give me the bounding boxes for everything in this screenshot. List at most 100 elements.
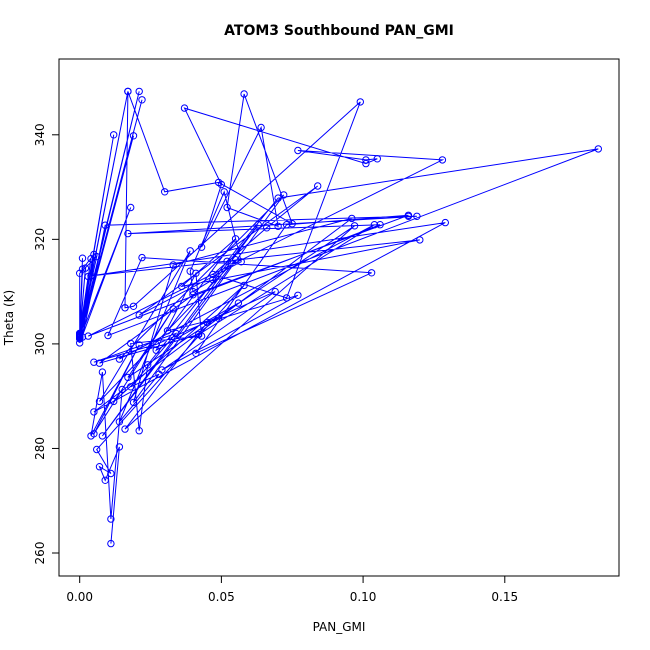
data-point bbox=[263, 224, 271, 232]
data-point bbox=[172, 329, 180, 338]
data-point bbox=[129, 302, 138, 310]
data-point bbox=[197, 243, 206, 251]
data-point bbox=[161, 188, 169, 196]
x-tick-label: 0.10 bbox=[350, 590, 377, 604]
y-tick-label: 280 bbox=[33, 437, 47, 460]
data-point bbox=[348, 214, 356, 223]
data-point bbox=[78, 254, 87, 262]
data-point bbox=[231, 235, 240, 243]
data-point bbox=[104, 331, 112, 340]
data-point bbox=[169, 305, 177, 313]
data-point bbox=[152, 340, 160, 349]
data-point bbox=[76, 333, 84, 341]
y-tick-label: 340 bbox=[33, 123, 47, 146]
data-point bbox=[107, 515, 115, 523]
data-point bbox=[362, 159, 370, 168]
data-point bbox=[78, 333, 87, 341]
data-point bbox=[282, 221, 291, 229]
data-point bbox=[98, 368, 107, 376]
data-point bbox=[76, 339, 84, 347]
data-point bbox=[223, 257, 231, 265]
chart-title: ATOM3 Southbound PAN_GMI bbox=[224, 23, 454, 39]
data-point bbox=[135, 427, 143, 435]
data-point bbox=[223, 203, 231, 212]
data-point bbox=[87, 272, 95, 280]
data-point bbox=[90, 358, 98, 366]
y-tick-label: 300 bbox=[33, 332, 47, 355]
data-point bbox=[356, 98, 364, 106]
data-point bbox=[158, 366, 166, 374]
data-point bbox=[274, 222, 282, 231]
data-point bbox=[376, 221, 384, 229]
x-tick-label: 0.05 bbox=[208, 590, 235, 604]
y-tick-label: 260 bbox=[33, 542, 47, 565]
data-point bbox=[314, 182, 322, 190]
data-point bbox=[203, 318, 211, 327]
data-point bbox=[192, 349, 200, 357]
data-point bbox=[197, 332, 206, 340]
data-point bbox=[98, 432, 107, 440]
data-point bbox=[121, 425, 129, 433]
data-point bbox=[257, 123, 265, 132]
data-point bbox=[107, 469, 115, 478]
data-point bbox=[84, 272, 92, 281]
data-point bbox=[121, 304, 129, 312]
data-point bbox=[416, 236, 424, 244]
data-point bbox=[127, 383, 135, 391]
data-point bbox=[220, 188, 228, 196]
data-point bbox=[124, 229, 132, 238]
data-point bbox=[254, 221, 262, 229]
data-point bbox=[110, 131, 118, 139]
x-axis: 0.00 0.05 0.10 0.15 bbox=[66, 575, 518, 604]
data-point bbox=[362, 156, 370, 164]
data-point bbox=[209, 275, 217, 284]
data-point bbox=[129, 132, 138, 140]
data-point bbox=[93, 445, 101, 454]
y-axis: 260 280 300 320 340 bbox=[33, 123, 60, 565]
data-point bbox=[169, 261, 177, 269]
data-point bbox=[441, 218, 449, 227]
data-point bbox=[240, 281, 248, 290]
data-point bbox=[127, 203, 135, 212]
data-point bbox=[231, 256, 240, 264]
data-point bbox=[186, 247, 194, 255]
data-point bbox=[95, 397, 104, 406]
data-point bbox=[189, 291, 197, 299]
data-point bbox=[90, 250, 98, 259]
data-point bbox=[163, 327, 172, 335]
series-points bbox=[76, 87, 602, 548]
x-tick-label: 0.15 bbox=[491, 590, 518, 604]
data-point bbox=[95, 359, 104, 367]
y-tick-label: 320 bbox=[33, 228, 47, 251]
data-point bbox=[214, 178, 223, 187]
data-point bbox=[84, 332, 92, 340]
data-point bbox=[101, 476, 109, 484]
data-point bbox=[87, 432, 95, 440]
data-point bbox=[107, 539, 115, 548]
data-point bbox=[90, 408, 98, 416]
data-point bbox=[95, 463, 104, 471]
data-point bbox=[135, 341, 143, 349]
data-point bbox=[152, 346, 160, 354]
data-point bbox=[189, 287, 197, 296]
data-point bbox=[180, 104, 189, 112]
data-point bbox=[115, 355, 124, 363]
data-point bbox=[271, 287, 279, 296]
data-point bbox=[240, 90, 248, 98]
data-point bbox=[594, 145, 602, 153]
data-point bbox=[127, 339, 135, 348]
data-point bbox=[370, 221, 379, 229]
data-point bbox=[124, 373, 132, 382]
data-point bbox=[138, 253, 146, 262]
data-point bbox=[413, 212, 421, 221]
data-point bbox=[138, 96, 146, 104]
data-point bbox=[129, 398, 138, 407]
data-point bbox=[192, 269, 200, 277]
x-axis-label: PAN_GMI bbox=[313, 620, 366, 634]
data-point bbox=[135, 87, 143, 96]
data-point bbox=[78, 265, 87, 273]
data-point bbox=[101, 221, 109, 229]
data-point bbox=[438, 156, 447, 164]
data-point bbox=[404, 211, 413, 220]
